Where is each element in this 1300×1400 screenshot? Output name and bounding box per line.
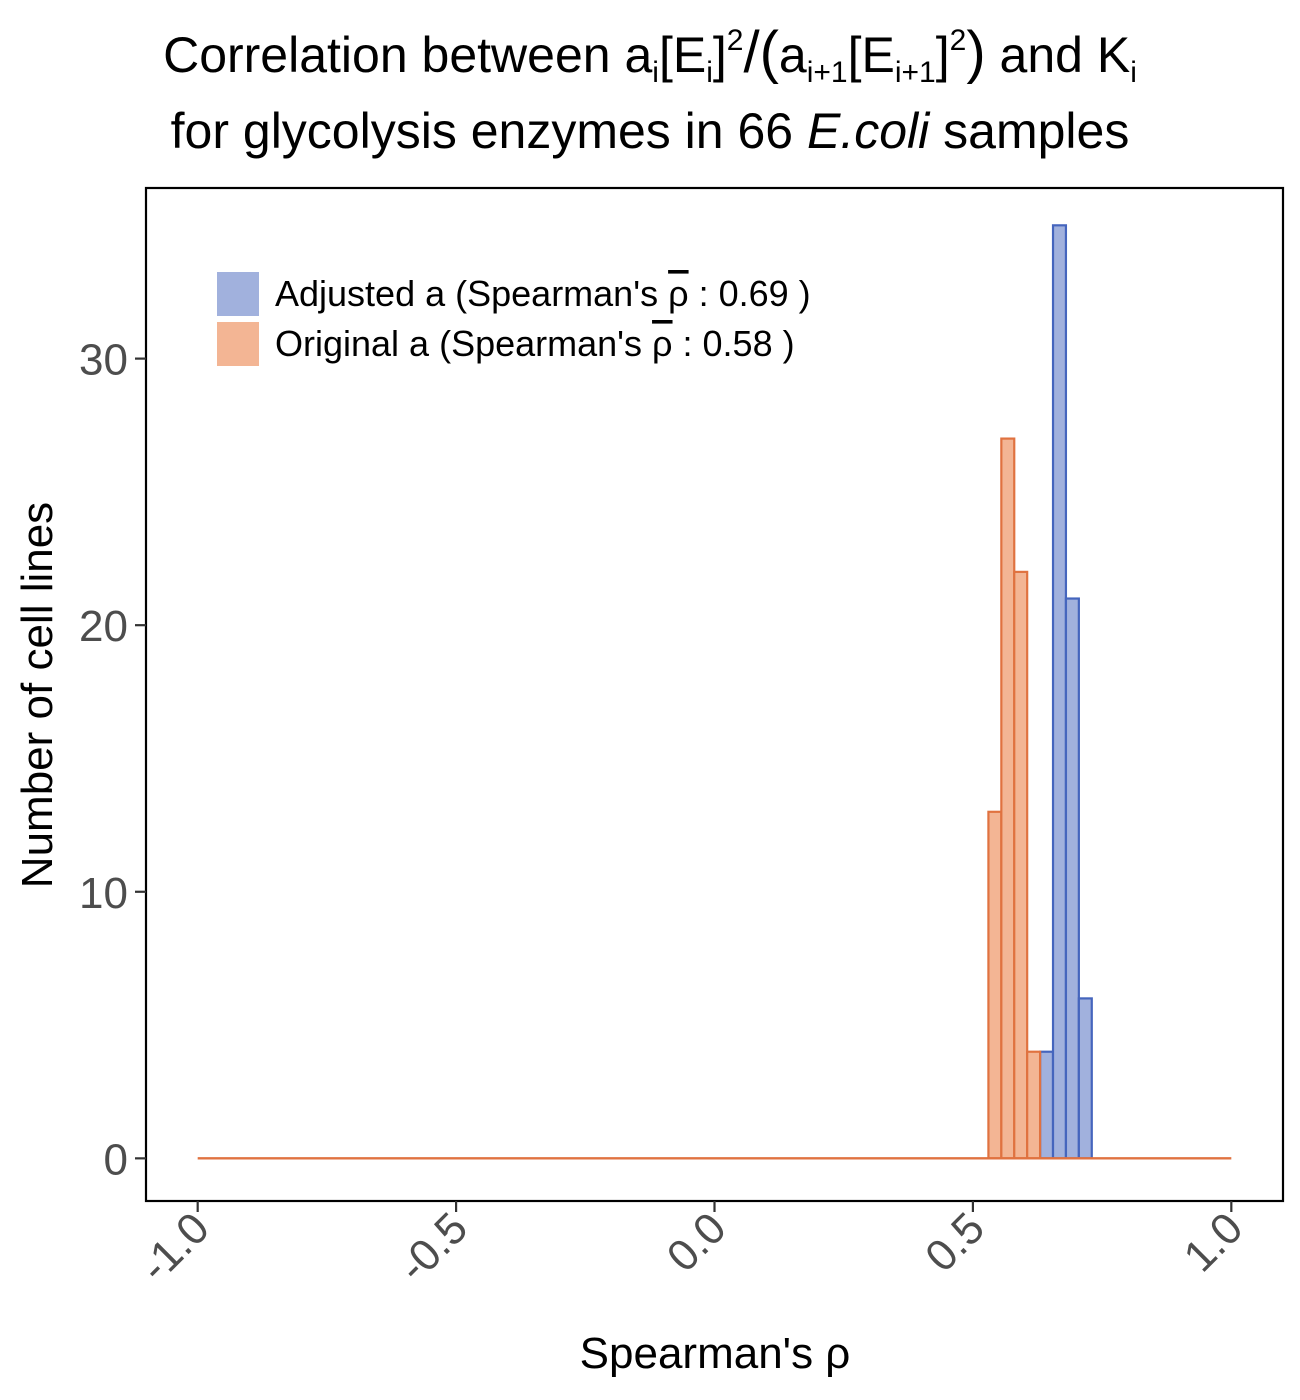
y-tick-label: 30 (79, 336, 128, 385)
bar-adjusted-1 (1051, 224, 1068, 1160)
bar-original-2 (1013, 570, 1029, 1160)
chart-title-line1: Correlation between ai[Ei]2/(ai+1[Ei+1]2… (163, 20, 1137, 89)
legend-label-original: Original a (Spearman's ρ : 0.58 ) (275, 323, 795, 364)
y-axis: 0 10 20 30 (79, 336, 146, 1184)
bars-layer (197, 224, 1232, 1160)
bar-original-1 (1000, 437, 1016, 1160)
bar-adjusted-2 (1064, 597, 1080, 1160)
legend-item-original: Original a (Spearman's ρ : 0.58 ) (217, 322, 795, 366)
x-tick-label: 0.5 (916, 1203, 994, 1281)
x-axis: -1.0 -0.5 0.0 0.5 1.0 (130, 1201, 1252, 1292)
y-axis-title: Number of cell lines (13, 502, 62, 888)
bar-original-0 (987, 810, 1003, 1160)
x-tick-label: -0.5 (389, 1203, 477, 1291)
bar-adjusted-0 (1038, 1050, 1055, 1160)
legend-key-adjusted (217, 272, 259, 316)
bar-adjusted-3 (1077, 997, 1093, 1160)
plot-panel (144, 186, 1285, 1203)
legend: Adjusted a (Spearman's ρ : 0.69 ) Origin… (217, 272, 811, 366)
y-tick-label: 20 (79, 602, 128, 651)
x-tick-label: 1.0 (1174, 1203, 1252, 1281)
x-tick-label: 0.0 (658, 1203, 736, 1281)
x-tick-label: -1.0 (130, 1203, 218, 1291)
rho-bar-symbol: ρ (652, 323, 672, 364)
legend-key-original (217, 322, 259, 366)
legend-label-adjusted: Adjusted a (Spearman's ρ : 0.69 ) (275, 273, 811, 314)
legend-item-adjusted: Adjusted a (Spearman's ρ : 0.69 ) (217, 272, 811, 316)
x-axis-title: Spearman's ρ (580, 1329, 851, 1378)
bar-original-3 (1026, 1050, 1042, 1160)
chart-title-line2: for glycolysis enzymes in 66 E.coli samp… (171, 103, 1130, 159)
y-tick-label: 0 (104, 1135, 128, 1184)
rho-bar-symbol: ρ (668, 273, 688, 314)
y-tick-label: 10 (79, 869, 128, 918)
